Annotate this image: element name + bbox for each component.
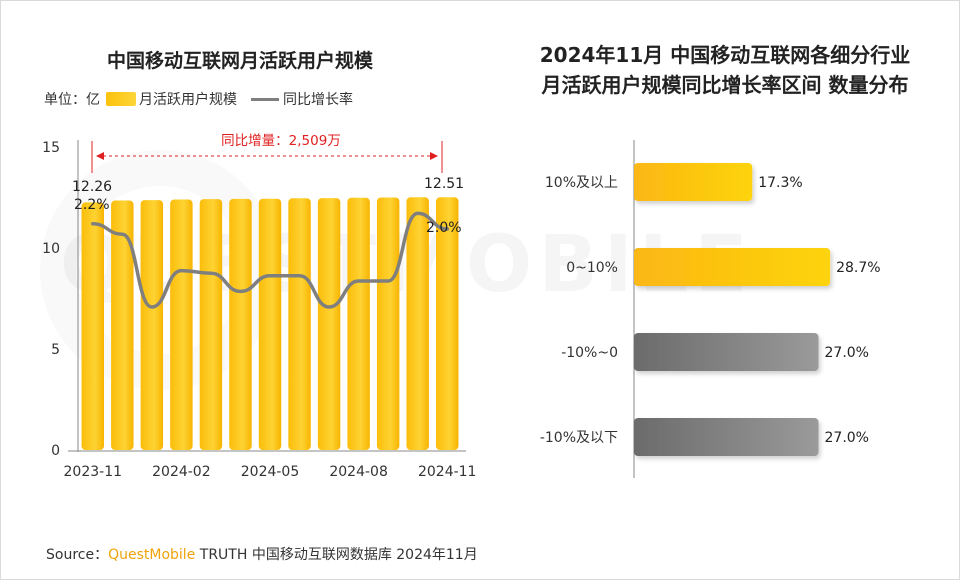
source-rest: TRUTH 中国移动互联网数据库 2024年11月 xyxy=(195,547,478,563)
unit-label: 单位：亿 xyxy=(44,92,100,108)
legend: 单位：亿 月活跃用户规模 同比增长率 xyxy=(44,89,353,109)
category-label: 10%及以上 xyxy=(545,175,618,191)
source-prefix: Source： xyxy=(46,547,109,563)
hbar-1 xyxy=(634,163,753,201)
bar-2024-09 xyxy=(376,197,400,450)
source-note: Source：QuestMobile TRUTH 中国移动互联网数据库 2024… xyxy=(46,544,478,564)
legend-line-label: 同比增长率 xyxy=(283,92,353,108)
x-tick-label: 2024-11 xyxy=(418,464,477,480)
hbar-3 xyxy=(634,333,819,371)
bar-2024-02 xyxy=(170,199,193,450)
value-label: 28.7% xyxy=(836,260,880,276)
bar-2024-10 xyxy=(406,197,429,450)
value-label: 27.0% xyxy=(825,430,869,446)
bar-2024-04 xyxy=(229,198,252,450)
last-value-label: 12.51 xyxy=(424,176,464,192)
last-rate-label: 2.0% xyxy=(426,220,462,236)
legend-line-swatch xyxy=(251,97,279,101)
growth-rate-line xyxy=(91,211,449,309)
hbar-4 xyxy=(634,418,819,456)
bar-2024-01 xyxy=(140,200,164,450)
y-tick-label: 5 xyxy=(51,342,60,358)
x-tick-label: 2024-05 xyxy=(241,464,300,480)
category-label: 0~10% xyxy=(566,260,618,276)
legend-bar-label: 月活跃用户规模 xyxy=(139,92,237,108)
y-tick-label: 15 xyxy=(42,140,60,156)
bar-2024-07 xyxy=(317,198,341,450)
bar-2024-06 xyxy=(288,198,311,450)
left-chart-title: 中国移动互联网月活跃用户规模 xyxy=(106,50,373,72)
category-label: -10%~0 xyxy=(561,345,618,361)
x-tick-label: 2024-08 xyxy=(329,464,388,480)
first-rate-label: 2.2% xyxy=(74,197,110,213)
increase-label-bg xyxy=(206,128,356,150)
x-tick-label: 2024-02 xyxy=(152,464,211,480)
y-tick-label: 0 xyxy=(51,443,60,459)
legend-bar-swatch xyxy=(106,92,136,106)
right-title-line-2: 月活跃用户规模同比增长率区间 数量分布 xyxy=(541,73,909,97)
bar-2024-05 xyxy=(258,198,282,450)
first-value-label: 12.26 xyxy=(72,179,112,195)
x-tick-label: 2023-11 xyxy=(64,464,123,480)
bar-2024-11 xyxy=(436,197,459,450)
hbar-2 xyxy=(634,248,831,286)
source-brand: QuestMobile xyxy=(108,547,196,563)
value-label: 27.0% xyxy=(825,345,869,361)
bar-2024-03 xyxy=(199,199,223,450)
increase-label: 同比增量：2,509万 xyxy=(221,133,341,149)
bar-2023-12 xyxy=(111,200,134,450)
value-label: 17.3% xyxy=(758,175,802,191)
bar-2023-11 xyxy=(81,202,104,450)
right-title-line-1: 2024年11月 中国移动互联网各细分行业 xyxy=(539,43,911,67)
category-label: -10%及以下 xyxy=(540,430,618,446)
right-chart-title: 2024年11月 中国移动互联网各细分行业 月活跃用户规模同比增长率区间 数量分… xyxy=(490,40,960,100)
bar-2024-08 xyxy=(347,197,370,450)
y-tick-label: 10 xyxy=(42,241,60,257)
